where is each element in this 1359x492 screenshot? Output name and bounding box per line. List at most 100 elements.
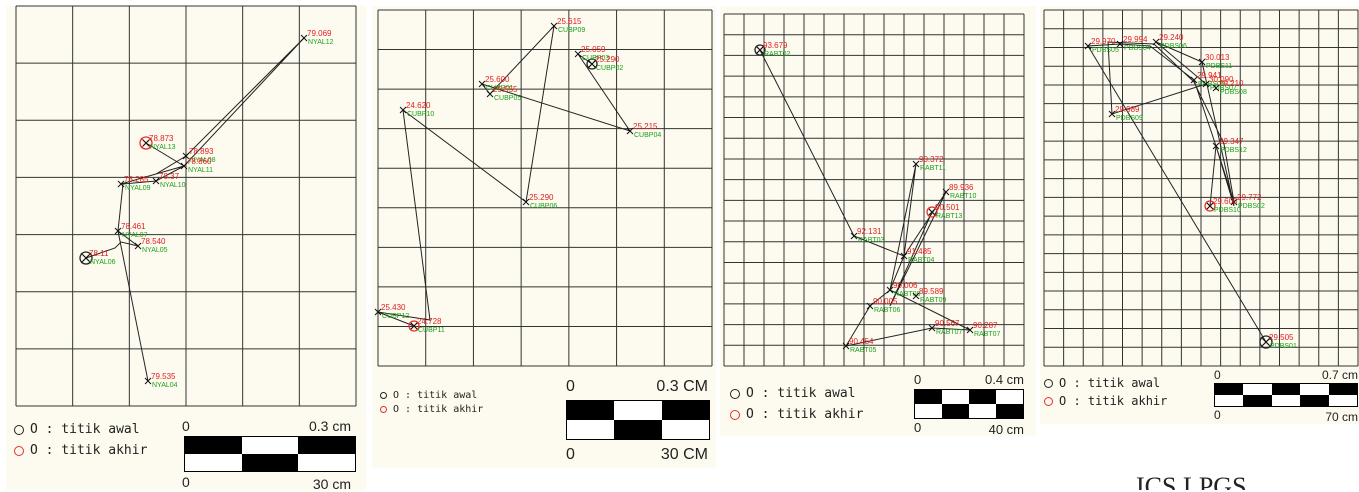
- scale-checker: [1214, 383, 1358, 407]
- point-cross-icon: [114, 227, 122, 235]
- point-name: PDBS06: [1160, 43, 1187, 50]
- scale-bottom-right: 40 cm: [988, 422, 1024, 437]
- point-cross-icon: [182, 152, 190, 160]
- point-elevation: 29.772: [1237, 193, 1262, 202]
- point-elevation: 29.994: [1123, 35, 1148, 44]
- point-name: CUBP03: [582, 55, 609, 62]
- scale-bottom-left: 0: [1214, 408, 1221, 422]
- point-name: RABT03: [858, 237, 885, 244]
- point-elevation: 25.215: [633, 122, 658, 131]
- point-cross-icon: [144, 377, 152, 385]
- scale-checker: [914, 389, 1024, 419]
- panel-pdbs: 30.013 PDBS11 29.994 PDBS04 29.970 PDBS05 29.2…: [1040, 6, 1359, 424]
- point-cross-icon: [374, 308, 382, 316]
- point-elevation: 78.461: [121, 222, 146, 231]
- point-cross-icon: [522, 198, 530, 206]
- scale-bar: 0 0.4 cm 0 40 cm: [912, 372, 1024, 437]
- point-elevation: 90.006: [893, 281, 918, 290]
- point-elevation: 29.600: [1213, 197, 1238, 206]
- point-name: NYAL04: [152, 382, 178, 389]
- point-name: CUBP12: [382, 313, 409, 320]
- point-cross-icon: [574, 50, 582, 58]
- scale-bottom-right: 30 cm: [312, 476, 351, 492]
- point-cross-icon: [1262, 338, 1270, 346]
- start-circle-icon: [730, 388, 740, 399]
- point-elevation: 78.285: [124, 175, 149, 184]
- point-cross-icon: [1108, 110, 1116, 118]
- point-name: CUBP04: [634, 132, 661, 139]
- end-circle-icon: [1044, 396, 1053, 406]
- scale-top-right: 0.3 CM: [656, 378, 708, 395]
- point-cross-icon: [850, 232, 858, 240]
- point-elevation: 91.485: [907, 247, 932, 256]
- scale-bottom-right: 70 cm: [1325, 410, 1358, 424]
- point-name: RABT04: [908, 257, 935, 264]
- point-cross-icon: [756, 46, 764, 54]
- point-elevation: 30.090: [1209, 75, 1234, 84]
- point-name: CUBP09: [558, 27, 585, 34]
- point-elevation: 25.555: [493, 85, 518, 94]
- legend-start: O : titik awal: [393, 390, 478, 401]
- scale-top-left: 0: [1214, 368, 1221, 382]
- scale-top-right: 0.7 cm: [1321, 368, 1358, 382]
- point-name: CUBP02: [596, 65, 623, 72]
- point-name: RABT11: [920, 165, 946, 172]
- point-name: PDBS11: [1206, 63, 1232, 70]
- point-name: CUBP05: [494, 95, 521, 102]
- point-name: RABT02: [764, 51, 791, 58]
- point-cross-icon: [1212, 84, 1220, 92]
- point-elevation: 24.620: [406, 101, 431, 110]
- point-cross-icon: [912, 160, 920, 168]
- point-cross-icon: [942, 188, 950, 196]
- point-elevation: 24.728: [417, 317, 442, 326]
- point-cross-icon: [1230, 198, 1238, 206]
- point-elevation: 90.454: [849, 337, 874, 346]
- point-elevation: 78.860: [187, 157, 212, 166]
- end-circle-icon: [730, 409, 740, 420]
- point-name: PDBS12: [1220, 147, 1247, 154]
- point-cross-icon: [928, 208, 936, 216]
- point-name: PDBS09: [1116, 115, 1143, 122]
- point-cross-icon: [142, 139, 150, 147]
- point-cross-icon: [842, 342, 850, 350]
- point-cross-icon: [134, 242, 142, 250]
- point-cross-icon: [1198, 58, 1206, 66]
- point-name: PDBS10: [1214, 207, 1241, 214]
- point-name: RABT05: [850, 347, 877, 354]
- point-elevation: 89.936: [949, 183, 974, 192]
- point-cross-icon: [900, 252, 908, 260]
- scale-top-left: 0: [182, 418, 190, 434]
- point-elevation: 25.430: [381, 303, 406, 312]
- point-elevation: 29.347: [1219, 137, 1244, 146]
- point-elevation: 78.37: [159, 172, 180, 181]
- traverse-line: [759, 49, 971, 347]
- legend-end: O : titik akhir: [746, 407, 864, 422]
- grid-plot-pdbs: 30.013PDBS1129.994PDBS0429.970PDBS0529.2…: [1043, 9, 1359, 367]
- point-name: CUBP11: [418, 327, 445, 334]
- point-elevation: 90.567: [935, 319, 960, 328]
- point-cross-icon: [1152, 38, 1160, 46]
- legend-end: O : titik akhir: [393, 404, 484, 415]
